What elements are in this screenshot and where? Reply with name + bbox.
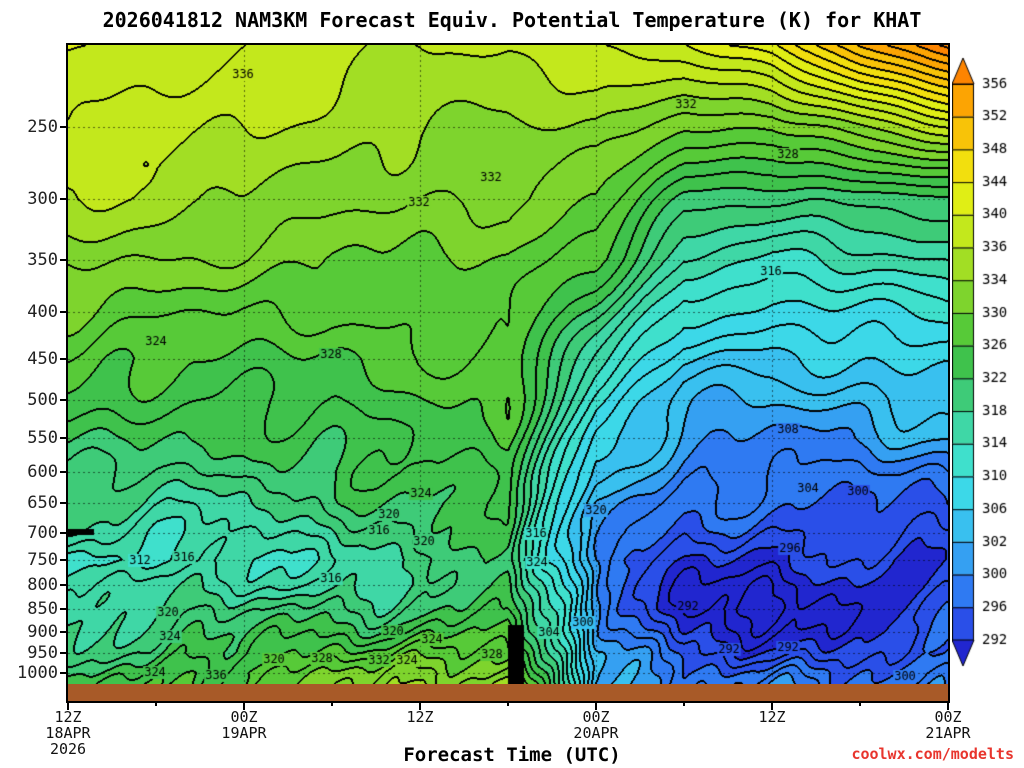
x-axis-title: Forecast Time (UTC) — [403, 744, 621, 766]
pressure-tick — [60, 558, 66, 561]
time-tick-minor — [507, 701, 509, 706]
time-tick-minor — [683, 701, 685, 706]
pressure-tick-label: 250 — [27, 117, 58, 138]
pressure-tick — [60, 126, 66, 129]
pressure-tick — [60, 672, 66, 675]
pressure-tick-label: 800 — [27, 575, 58, 596]
terrain-strip — [68, 684, 948, 701]
pressure-tick — [60, 357, 66, 360]
pressure-tick-label: 500 — [27, 390, 58, 411]
time-tick-label: 12Z — [758, 708, 786, 726]
pressure-tick-label: 850 — [27, 599, 58, 620]
year-label: 2026 — [49, 740, 87, 758]
time-tick-label: 12Z — [54, 708, 82, 726]
pressure-tick — [60, 531, 66, 534]
pressure-tick — [60, 311, 66, 314]
thetae-contour-field — [68, 45, 948, 684]
time-tick-label: 00Z — [934, 708, 962, 726]
time-tick-label: 00Z — [230, 708, 258, 726]
time-tick-major — [419, 701, 421, 710]
pressure-tick — [60, 399, 66, 402]
chart-title: 2026041812 NAM3KM Forecast Equiv. Potent… — [102, 8, 922, 32]
time-tick-major — [67, 701, 69, 710]
date-label: 19APR — [221, 724, 267, 742]
pressure-tick-label: 450 — [27, 348, 58, 369]
pressure-tick — [60, 470, 66, 473]
colorbar — [952, 56, 1016, 672]
time-tick-major — [243, 701, 245, 710]
time-tick-minor — [331, 701, 333, 706]
time-tick-major — [595, 701, 597, 710]
pressure-tick — [60, 651, 66, 654]
pressure-tick — [60, 630, 66, 633]
pressure-tick — [60, 197, 66, 200]
pressure-tick — [60, 584, 66, 587]
time-tick-label: 12Z — [406, 708, 434, 726]
time-tick-minor — [155, 701, 157, 706]
watermark: coolwx.com/modelts — [851, 745, 1014, 763]
pressure-tick-label: 300 — [27, 188, 58, 209]
date-label: 20APR — [573, 724, 619, 742]
pressure-tick — [60, 436, 66, 439]
pressure-tick-label: 350 — [27, 249, 58, 270]
time-tick-label: 00Z — [582, 708, 610, 726]
pressure-tick-label: 950 — [27, 642, 58, 663]
date-label: 18APR — [45, 724, 91, 742]
time-tick-major — [947, 701, 949, 710]
pressure-tick-label: 400 — [27, 302, 58, 323]
pressure-tick-label: 700 — [27, 522, 58, 543]
time-tick-minor — [859, 701, 861, 706]
pressure-tick-label: 600 — [27, 461, 58, 482]
pressure-tick — [60, 502, 66, 505]
pressure-tick-label: 650 — [27, 493, 58, 514]
pressure-tick — [60, 258, 66, 261]
date-label: 21APR — [925, 724, 971, 742]
pressure-tick-label: 1000 — [17, 663, 58, 684]
pressure-tick-label: 750 — [27, 549, 58, 570]
pressure-tick-label: 550 — [27, 427, 58, 448]
pressure-tick — [60, 608, 66, 611]
pressure-tick-label: 900 — [27, 621, 58, 642]
time-tick-major — [771, 701, 773, 710]
